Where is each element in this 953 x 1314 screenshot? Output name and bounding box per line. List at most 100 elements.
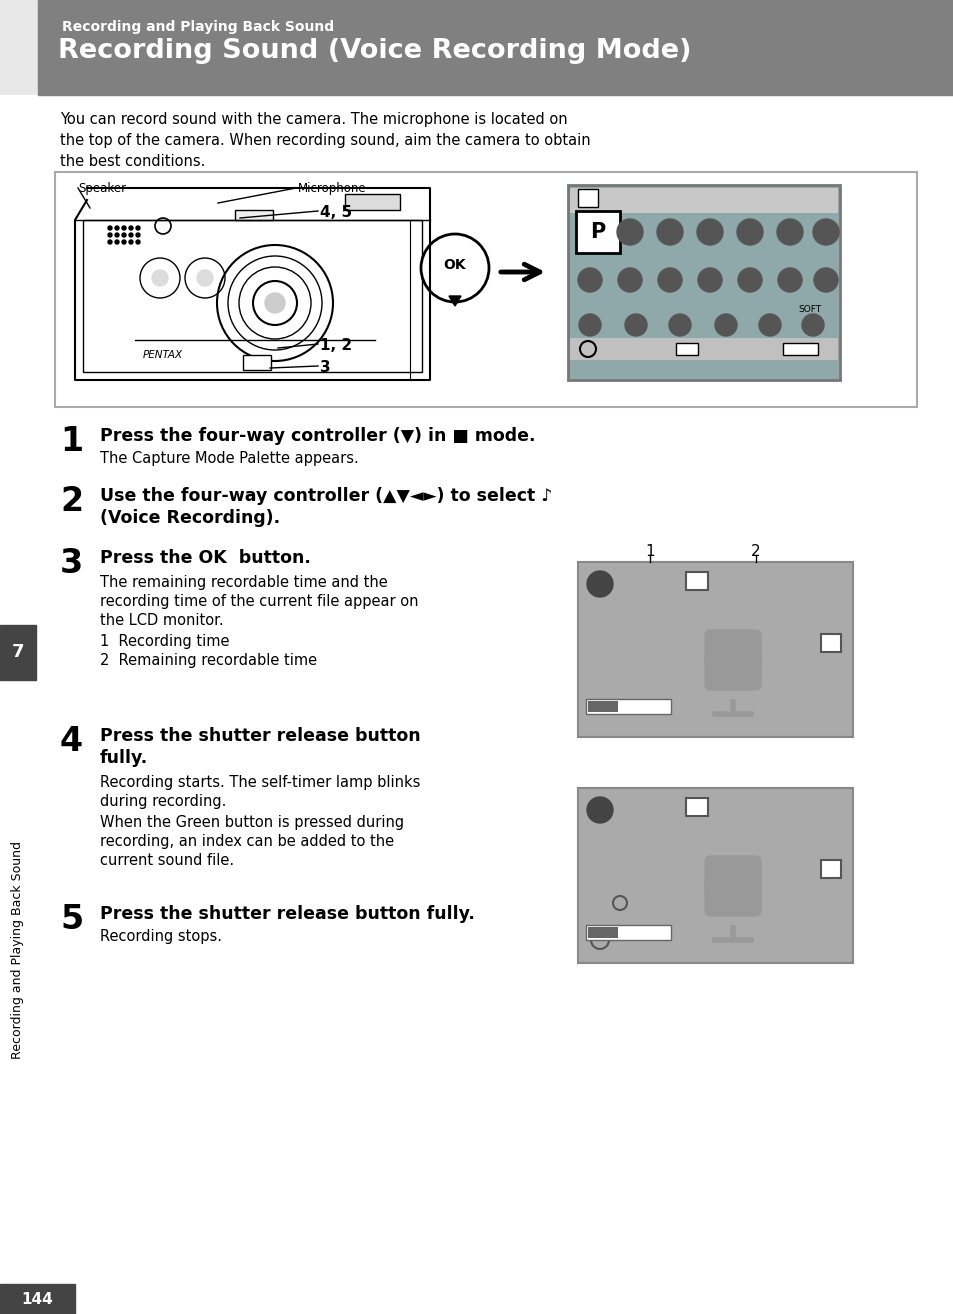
Circle shape [586, 572, 613, 597]
Circle shape [108, 233, 112, 237]
Bar [567, 185, 840, 380]
Circle shape [420, 234, 489, 302]
Text: 3: 3 [319, 360, 331, 374]
Text: 4, 5: 4, 5 [319, 205, 352, 219]
Bar [578, 189, 598, 208]
Text: Press the OK  button.: Press the OK button. [100, 549, 311, 568]
Polygon shape [449, 296, 460, 306]
Bar [782, 343, 817, 355]
Text: current sound file.: current sound file. [100, 853, 233, 869]
Text: (Voice Recording).: (Voice Recording). [100, 509, 280, 527]
Bar [569, 338, 837, 360]
Text: 2: 2 [60, 485, 83, 518]
Text: Microphone: Microphone [297, 183, 366, 194]
Circle shape [618, 268, 641, 292]
Bar [83, 219, 421, 372]
Text: 1: 1 [644, 544, 654, 558]
Text: during recording.: during recording. [100, 794, 226, 809]
Text: Recording Sound (Voice Recording Mode): Recording Sound (Voice Recording Mode) [58, 38, 691, 64]
Circle shape [129, 233, 132, 237]
Bar [587, 926, 618, 938]
Text: Recording and Playing Back Sound: Recording and Playing Back Sound [62, 20, 334, 34]
Circle shape [122, 226, 126, 230]
Circle shape [657, 219, 682, 244]
Text: Recording stops.: Recording stops. [100, 929, 222, 943]
Bar [676, 343, 698, 355]
Text: 144: 144 [21, 1293, 52, 1307]
Text: Recording and Playing Back Sound: Recording and Playing Back Sound [11, 841, 25, 1059]
Text: Press the shutter release button: Press the shutter release button [100, 727, 420, 745]
Circle shape [136, 240, 140, 244]
Circle shape [115, 233, 119, 237]
Circle shape [704, 632, 760, 689]
Text: 4: 4 [60, 725, 83, 758]
Circle shape [812, 219, 838, 244]
Bar [345, 194, 399, 210]
Circle shape [759, 314, 781, 336]
Text: Use the four-way controller (▲▼◄►) to select ♪: Use the four-way controller (▲▼◄►) to se… [100, 487, 552, 505]
Text: the top of the camera. When recording sound, aim the camera to obtain: the top of the camera. When recording so… [60, 133, 590, 148]
Bar [0, 1284, 75, 1314]
Circle shape [129, 226, 132, 230]
Bar [0, 625, 36, 681]
Bar [585, 925, 670, 940]
Text: 1  Recording time: 1 Recording time [100, 633, 230, 649]
Circle shape [122, 240, 126, 244]
Text: 2  Remaining recordable time: 2 Remaining recordable time [100, 653, 316, 668]
Bar [576, 212, 619, 254]
Text: 3: 3 [60, 547, 83, 579]
Text: Press the shutter release button fully.: Press the shutter release button fully. [100, 905, 475, 922]
Bar [0, 0, 38, 95]
Text: PENTAX: PENTAX [143, 350, 183, 360]
Circle shape [136, 226, 140, 230]
Circle shape [196, 269, 213, 286]
FancyBboxPatch shape [704, 855, 760, 916]
Text: the best conditions.: the best conditions. [60, 154, 205, 170]
Text: 7: 7 [11, 643, 24, 661]
Text: 1: 1 [60, 424, 83, 459]
Circle shape [624, 314, 646, 336]
Bar [685, 798, 707, 816]
Circle shape [698, 268, 721, 292]
Bar [821, 859, 841, 878]
Text: Speaker: Speaker [78, 183, 126, 194]
Circle shape [108, 240, 112, 244]
Bar [569, 188, 837, 213]
Circle shape [776, 219, 802, 244]
Text: When the Green button is pressed during: When the Green button is pressed during [100, 815, 404, 830]
Text: SOFT: SOFT [797, 305, 821, 314]
Circle shape [586, 798, 613, 823]
Circle shape [617, 219, 642, 244]
Text: recording, an index can be added to the: recording, an index can be added to the [100, 834, 394, 849]
Circle shape [115, 226, 119, 230]
Circle shape [136, 233, 140, 237]
Text: 2: 2 [750, 544, 760, 558]
Circle shape [108, 226, 112, 230]
Circle shape [115, 240, 119, 244]
Circle shape [778, 268, 801, 292]
Circle shape [152, 269, 168, 286]
Circle shape [129, 240, 132, 244]
Circle shape [737, 219, 762, 244]
Circle shape [738, 268, 761, 292]
Circle shape [658, 268, 681, 292]
Bar [585, 699, 670, 714]
Text: You can record sound with the camera. The microphone is located on: You can record sound with the camera. Th… [60, 112, 567, 127]
Bar [55, 172, 916, 407]
Circle shape [801, 314, 823, 336]
Circle shape [697, 219, 722, 244]
Text: fully.: fully. [100, 749, 148, 767]
Text: The Capture Mode Palette appears.: The Capture Mode Palette appears. [100, 451, 358, 466]
Circle shape [578, 268, 601, 292]
Circle shape [122, 233, 126, 237]
Circle shape [578, 314, 600, 336]
Circle shape [668, 314, 690, 336]
Text: Recording starts. The self-timer lamp blinks: Recording starts. The self-timer lamp bl… [100, 775, 420, 790]
Text: The remaining recordable time and the: The remaining recordable time and the [100, 576, 387, 590]
Circle shape [704, 858, 760, 915]
Bar [234, 210, 273, 219]
Text: 5: 5 [60, 903, 83, 936]
Text: the LCD monitor.: the LCD monitor. [100, 614, 223, 628]
Text: recording time of the current file appear on: recording time of the current file appea… [100, 594, 418, 608]
FancyBboxPatch shape [704, 629, 760, 690]
